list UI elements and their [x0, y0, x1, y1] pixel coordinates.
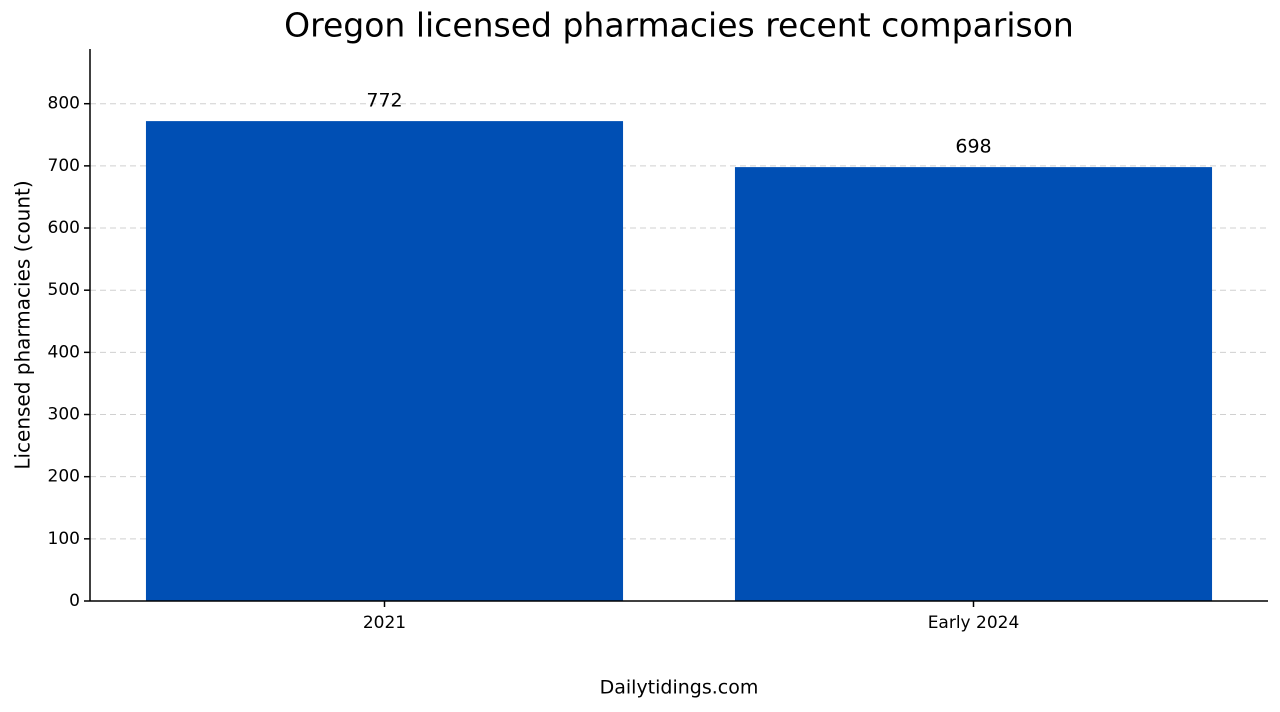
y-tick-label: 0	[69, 591, 80, 611]
y-tick-label: 800	[48, 94, 80, 114]
chart-title: Oregon licensed pharmacies recent compar…	[284, 6, 1074, 45]
bar	[734, 167, 1213, 602]
y-tick-label: 400	[48, 342, 80, 362]
source: Dailytidings.com	[600, 677, 759, 699]
y-tick-label: 300	[48, 405, 80, 425]
y-tick-label: 500	[48, 280, 80, 300]
x-tick-label: Early 2024	[928, 613, 1020, 633]
y-tick-label: 100	[48, 529, 80, 549]
y-tick-label: 700	[48, 156, 80, 176]
y-axis-label: Licensed pharmacies (count)	[11, 180, 35, 469]
bar	[145, 121, 624, 602]
y-tick-label: 200	[48, 467, 80, 487]
x-tick-label: 2021	[363, 613, 406, 633]
data-label: 772	[366, 90, 402, 112]
y-tick-label: 600	[48, 218, 80, 238]
data-label: 698	[955, 136, 991, 158]
